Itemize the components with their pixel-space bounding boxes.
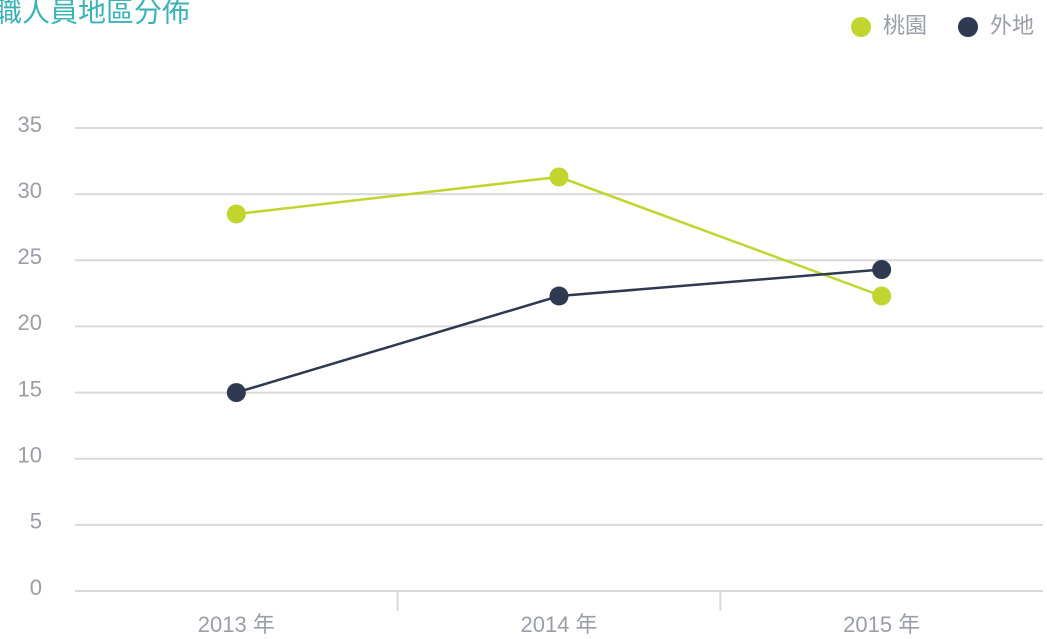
- point: [226, 383, 246, 403]
- x-tick-label: 2013 年: [198, 612, 275, 637]
- point: [872, 286, 892, 306]
- legend-label: 桃園: [883, 13, 927, 38]
- y-tick-label: 35: [18, 112, 42, 137]
- point: [226, 204, 246, 224]
- legend-label: 外地: [990, 13, 1034, 38]
- y-tick-label: 20: [18, 310, 42, 335]
- point: [549, 286, 569, 306]
- x-tick-label: 2015 年: [843, 612, 920, 637]
- point: [872, 260, 892, 280]
- y-tick-label: 15: [18, 376, 42, 401]
- y-tick-label: 5: [30, 509, 42, 534]
- legend-marker: [958, 17, 978, 37]
- chart-title: 職人員地區分佈: [0, 0, 190, 27]
- y-tick-label: 30: [18, 178, 42, 203]
- x-tick-label: 2014 年: [520, 612, 597, 637]
- y-tick-label: 0: [30, 575, 42, 600]
- y-tick-label: 10: [18, 443, 42, 468]
- y-tick-label: 25: [18, 244, 42, 269]
- point: [549, 167, 569, 187]
- legend-marker: [851, 17, 871, 37]
